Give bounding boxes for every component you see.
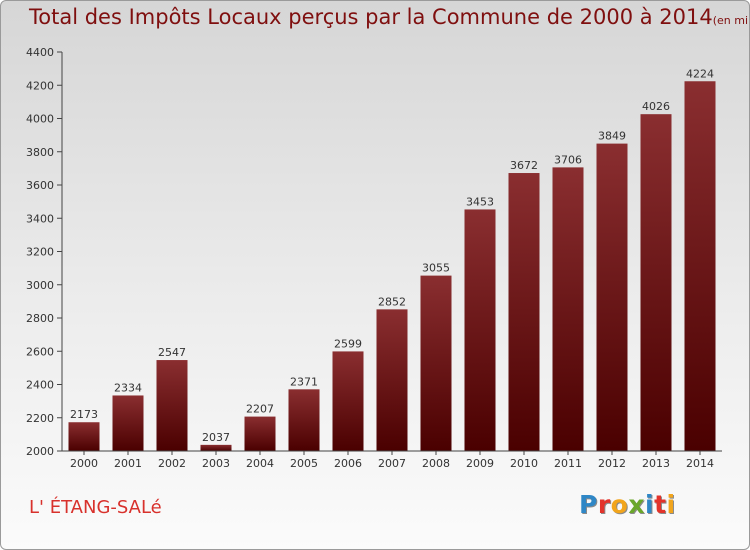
bar xyxy=(332,351,364,451)
y-axis: 2000 2200 2400 2600 2800 3000 3200 3400 3600 3800… xyxy=(26,46,63,458)
x-tick-label: 2001 xyxy=(114,457,142,470)
chart-title-text: Total des Impôts Locaux perçus par la Co… xyxy=(29,5,713,29)
bar xyxy=(376,309,408,451)
y-tick-label: 3800 xyxy=(26,146,54,159)
y-tick-label: 3400 xyxy=(26,212,54,225)
x-tick-label: 2009 xyxy=(466,457,494,470)
bar-value-label: 3849 xyxy=(598,130,626,143)
bar xyxy=(596,143,628,451)
commune-name: L' ÉTANG-SALé xyxy=(29,497,162,518)
bar xyxy=(464,209,496,451)
bar xyxy=(684,81,716,451)
bar-value-label: 2207 xyxy=(246,403,274,416)
y-tick-label: 4400 xyxy=(26,46,54,59)
x-tick-label: 2007 xyxy=(378,457,406,470)
bar-value-label: 3055 xyxy=(422,262,450,275)
proxiti-logo: Proxiti xyxy=(579,490,676,519)
x-tick-label: 2014 xyxy=(686,457,714,470)
bar xyxy=(244,416,276,451)
y-tick-label: 4000 xyxy=(26,113,54,126)
x-tick-label: 2004 xyxy=(246,457,274,470)
x-tick-label: 2006 xyxy=(334,457,362,470)
x-tick-label: 2003 xyxy=(202,457,230,470)
x-tick-label: 2000 xyxy=(70,457,98,470)
bars-group: 2173 2334 2547 2037 2207 2371 2599 2852 3055 3453… xyxy=(68,67,716,452)
unit-note: (en milliers d'€) xyxy=(712,14,749,27)
chart-title: Total des Impôts Locaux perçus par la Co… xyxy=(29,5,749,29)
x-tick-label: 2012 xyxy=(598,457,626,470)
bar-value-label: 2037 xyxy=(202,431,230,444)
x-tick-label: 2010 xyxy=(510,457,538,470)
bar-value-label: 3706 xyxy=(554,153,582,166)
bar-value-label: 2173 xyxy=(70,408,98,421)
y-tick-label: 2800 xyxy=(26,312,54,325)
logo-letter: x xyxy=(628,490,645,519)
x-tick-label: 2005 xyxy=(290,457,318,470)
y-tick-label: 3000 xyxy=(26,279,54,292)
x-axis: 2000 2001 2002 2003 2004 2005 2006 2007 2008 2009… xyxy=(62,450,722,470)
bar xyxy=(68,422,100,451)
y-tick-label: 3600 xyxy=(26,179,54,192)
logo-letter: i xyxy=(666,490,676,519)
logo-letter: P xyxy=(579,490,598,519)
bar-value-label: 3672 xyxy=(510,159,538,172)
bar-value-label: 2852 xyxy=(378,295,406,308)
x-tick-label: 2011 xyxy=(554,457,582,470)
logo-letter: r xyxy=(597,490,611,519)
bar-value-label: 2599 xyxy=(334,337,362,350)
bar-value-label: 2371 xyxy=(290,375,318,388)
logo-letter: t xyxy=(654,490,667,519)
bar xyxy=(508,173,540,451)
y-tick-label: 4200 xyxy=(26,79,54,92)
bar xyxy=(156,360,188,451)
bar-value-label: 3453 xyxy=(466,195,494,208)
y-tick-label: 2600 xyxy=(26,345,54,358)
bar xyxy=(640,114,672,452)
x-tick-label: 2008 xyxy=(422,457,450,470)
logo-letter: i xyxy=(645,490,655,519)
y-tick-label: 2400 xyxy=(26,379,54,392)
bar xyxy=(420,275,452,451)
x-tick-label: 2013 xyxy=(642,457,670,470)
bar-value-label: 4026 xyxy=(642,100,670,113)
bar xyxy=(288,389,320,451)
logo-letter: o xyxy=(610,490,629,519)
bar-value-label: 2334 xyxy=(114,381,142,394)
y-tick-label: 2200 xyxy=(26,412,54,425)
bar xyxy=(112,395,144,451)
x-tick-label: 2002 xyxy=(158,457,186,470)
bar xyxy=(200,444,232,451)
bar-value-label: 4224 xyxy=(686,67,714,80)
y-tick-label: 3200 xyxy=(26,246,54,259)
bar-value-label: 2547 xyxy=(158,346,186,359)
y-tick-label: 2000 xyxy=(26,445,54,458)
bar xyxy=(552,167,584,451)
